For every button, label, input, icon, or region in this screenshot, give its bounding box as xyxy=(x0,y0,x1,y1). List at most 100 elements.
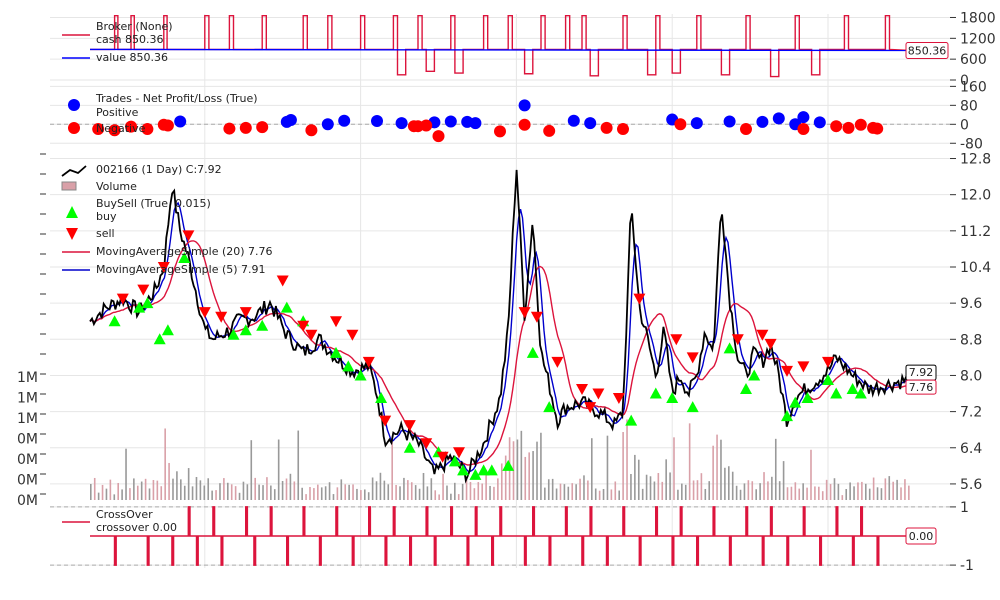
volume-bar xyxy=(410,482,413,500)
negative-trade-point xyxy=(141,123,154,136)
volume-bar xyxy=(618,490,621,500)
volume-bar xyxy=(708,481,711,500)
sell-marker xyxy=(137,284,150,296)
sma20-last-value-box xyxy=(905,379,937,395)
volume-bar xyxy=(528,452,530,500)
volume-bar xyxy=(434,490,437,500)
buy-marker xyxy=(141,297,154,309)
volume-bar xyxy=(113,494,116,500)
negative-trade-point xyxy=(420,119,433,132)
volume-bar xyxy=(700,473,703,500)
volume-bar xyxy=(367,492,370,500)
buy-marker xyxy=(280,301,293,313)
volume-bar xyxy=(121,489,123,500)
negative-trade-point xyxy=(674,118,687,131)
positive-trade-point xyxy=(723,115,736,128)
volume-bar xyxy=(853,486,855,500)
buy-marker xyxy=(781,410,793,422)
volume-bar xyxy=(896,479,898,500)
volume-bar xyxy=(238,492,241,500)
y-tick-label: -1 xyxy=(960,558,974,574)
volume-bar xyxy=(207,478,210,500)
volume-bar xyxy=(857,482,859,500)
positive-trade-point xyxy=(469,117,482,130)
volume-bar xyxy=(281,480,284,500)
volume-bar xyxy=(864,483,867,500)
volume-bar xyxy=(454,482,456,500)
buy-legend-label: buy xyxy=(96,210,117,223)
volume-bar xyxy=(497,478,499,500)
volume-bar xyxy=(888,476,891,500)
volume-bar xyxy=(653,481,656,500)
buy-marker xyxy=(448,455,461,467)
negative-trade-point xyxy=(92,123,105,136)
volume-bar xyxy=(348,484,350,500)
volume-bar xyxy=(559,483,562,500)
volume-bar xyxy=(422,472,425,500)
volume-bar xyxy=(594,488,597,500)
volume-bar xyxy=(234,486,237,500)
broker-last-value: 850.36 xyxy=(908,44,947,57)
volume-bar xyxy=(524,456,527,500)
volume-bar xyxy=(172,478,174,500)
volume-bar xyxy=(504,455,507,500)
volume-bar xyxy=(336,487,339,500)
volume-bar xyxy=(904,479,906,500)
volume-bar xyxy=(630,473,632,500)
negative-trade-point xyxy=(239,121,252,134)
volume-bar xyxy=(395,484,397,500)
sell-marker xyxy=(592,388,605,400)
value-line xyxy=(89,48,911,52)
y-tick-label: 7.2 xyxy=(960,405,982,421)
positive-trade-point xyxy=(174,115,187,128)
y-tick-label: 600 xyxy=(960,52,987,68)
volume-bar xyxy=(591,438,593,500)
volume-bar xyxy=(872,477,875,500)
negative-trade-point xyxy=(830,120,843,133)
positive-trade-point xyxy=(395,117,408,130)
volume-bar xyxy=(712,445,714,500)
volume-bar xyxy=(293,481,296,500)
buy-marker xyxy=(666,392,679,404)
volume-bar xyxy=(665,459,667,500)
sell-marker xyxy=(633,293,646,305)
volume-bar xyxy=(285,478,288,500)
sell-marker xyxy=(362,356,375,368)
volume-bar xyxy=(641,488,644,500)
volume-bar xyxy=(317,484,319,500)
volume-bar xyxy=(363,489,366,500)
buy-marker xyxy=(153,333,166,345)
sell-marker xyxy=(530,311,543,323)
sell-marker xyxy=(116,293,129,305)
sma20-last-value: 7.76 xyxy=(909,381,934,394)
buy-legend-swatch xyxy=(66,206,78,218)
volume-bar xyxy=(684,484,687,500)
buy-marker xyxy=(239,324,252,336)
volume-bar xyxy=(332,494,335,500)
close-last-value: 7.92 xyxy=(909,366,934,379)
volume-bar xyxy=(399,486,401,500)
volume-bar xyxy=(461,483,464,500)
value-legend-label: value 850.36 xyxy=(96,51,168,64)
volume-bar xyxy=(606,435,609,500)
volume-bar xyxy=(692,480,695,500)
volume-bar xyxy=(861,481,863,500)
volume-bar xyxy=(242,481,245,500)
volume-bar xyxy=(551,478,554,500)
volume-bar xyxy=(438,494,440,500)
volume-bar xyxy=(786,487,789,500)
sell-marker xyxy=(436,451,449,463)
volume-bar xyxy=(802,483,804,500)
sell-marker xyxy=(239,307,252,319)
volume-bar xyxy=(755,489,757,500)
sell-marker xyxy=(215,311,228,323)
volume-bar xyxy=(266,477,268,500)
volume-bar xyxy=(567,486,570,500)
volume-bar xyxy=(849,482,851,500)
volume-bar xyxy=(473,488,476,500)
close-price-line xyxy=(89,169,911,484)
volume-bar xyxy=(360,490,362,500)
volume-bar xyxy=(841,495,844,500)
y-tick-label: 12.8 xyxy=(960,152,991,168)
